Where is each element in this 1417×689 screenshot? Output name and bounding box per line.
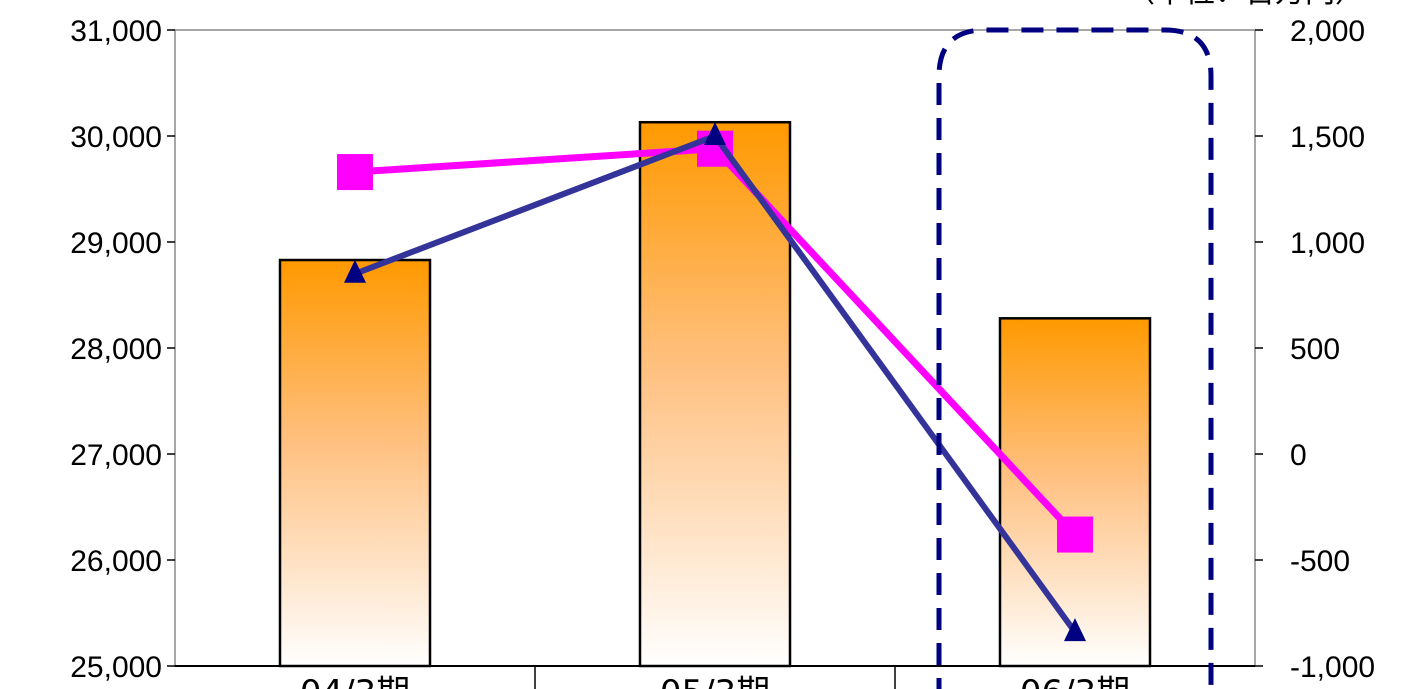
left-tick-label: 27,000: [70, 439, 162, 472]
bar: [638, 120, 792, 668]
left-tick-label: 26,000: [70, 545, 162, 578]
x-axis-labels: 04/3期 05/3期 06/3期: [300, 673, 1130, 689]
right-tick-label: 1,500: [1290, 121, 1365, 154]
bar: [278, 258, 432, 668]
left-tick-label: 28,000: [70, 333, 162, 366]
left-tick-label: 30,000: [70, 121, 162, 154]
right-tick-label: 0: [1290, 439, 1307, 472]
x-tick-label: 06/3期: [1020, 673, 1130, 689]
right-tick-label: -1,000: [1290, 651, 1375, 684]
square-marker: [337, 154, 373, 191]
right-axis-ticks: 2,000 1,500 1,000 500 0 -500 -1,000: [1255, 15, 1375, 684]
left-tick-label: 31,000: [70, 15, 162, 48]
x-tick-label: 05/3期: [660, 673, 770, 689]
left-tick-label: 29,000: [70, 227, 162, 260]
right-tick-label: 1,000: [1290, 227, 1365, 260]
x-tick-label: 04/3期: [300, 673, 410, 689]
triangle-marker: [1064, 618, 1086, 642]
highlight-box: [936, 27, 1214, 689]
left-axis-ticks: 31,000 30,000 29,000 28,000 27,000 26,000 25,0…: [70, 15, 175, 684]
bar-series: [278, 120, 1152, 668]
line-series-triangle: [344, 122, 1086, 642]
left-tick-label: 25,000: [70, 651, 162, 684]
triangle-marker: [344, 259, 366, 283]
bar: [998, 317, 1152, 668]
square-marker: [1057, 516, 1093, 553]
right-tick-label: 500: [1290, 333, 1340, 366]
unit-label: （単位：百万円）: [1125, 0, 1365, 10]
right-tick-label: 2,000: [1290, 15, 1365, 48]
right-tick-label: -500: [1290, 545, 1350, 578]
triangle-marker: [704, 122, 726, 145]
